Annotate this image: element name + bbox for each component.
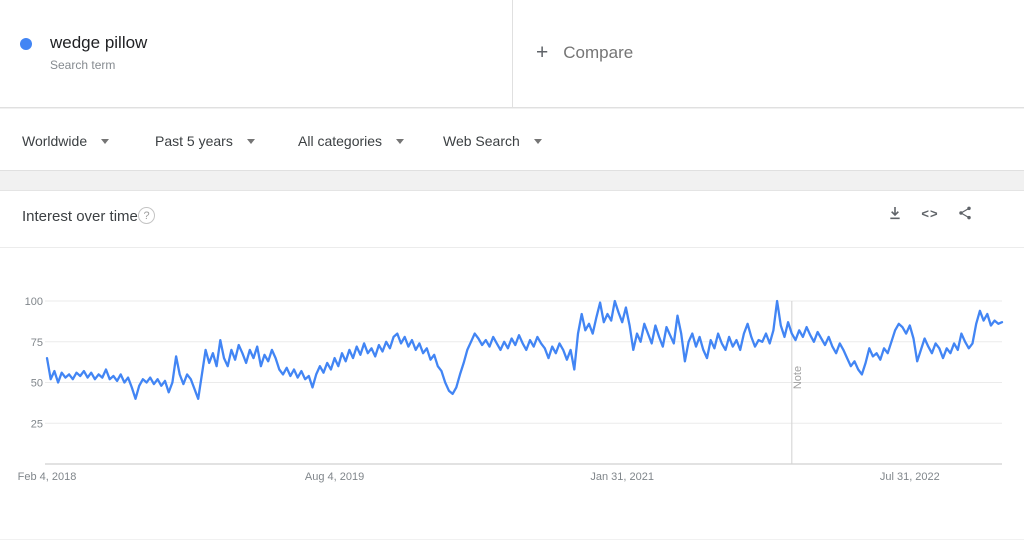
x-axis-tick-label: Jan 31, 2021 [590, 471, 654, 483]
filter-bar: Worldwide Past 5 years All categories We… [0, 109, 1024, 171]
share-icon[interactable] [956, 204, 974, 222]
filter-searchtype-label: Web Search [443, 133, 520, 149]
filter-category-dropdown[interactable]: All categories [298, 133, 405, 149]
filter-searchtype-dropdown[interactable]: Web Search [443, 133, 542, 149]
filter-timerange-label: Past 5 years [155, 133, 233, 149]
y-axis-tick-label: 25 [31, 418, 43, 430]
filter-region-label: Worldwide [22, 133, 88, 149]
help-glyph: ? [143, 209, 150, 222]
search-term-type: Search term [50, 58, 116, 72]
compare-button[interactable]: + Compare [536, 41, 634, 64]
series-color-dot [20, 38, 32, 50]
filter-region-dropdown[interactable]: Worldwide [22, 133, 110, 149]
trend-line-chart[interactable]: 25 50 75 100 Feb 4, 2018 Aug 4, 2019 Jan 31, 2… [0, 249, 1024, 540]
embed-glyph: <> [921, 205, 939, 221]
y-axis-tick-label: 100 [25, 296, 43, 308]
compare-label: Compare [563, 43, 634, 62]
search-term-title[interactable]: wedge pillow [50, 33, 148, 52]
interest-over-time-card: Interest over time ? <> [0, 190, 1024, 539]
help-icon[interactable]: ? [138, 207, 155, 224]
header-vertical-divider [512, 0, 513, 107]
widget-header: Interest over time ? <> [0, 191, 1024, 248]
chevron-down-icon [533, 138, 542, 144]
plus-icon: + [536, 41, 549, 64]
chevron-down-icon [246, 138, 255, 144]
embed-icon[interactable]: <> [921, 204, 939, 222]
x-axis-tick-label: Aug 4, 2019 [305, 471, 364, 483]
chevron-down-icon [396, 138, 405, 144]
trend-line-series [45, 299, 1004, 400]
widget-title: Interest over time [22, 208, 138, 225]
filter-timerange-dropdown[interactable]: Past 5 years [155, 133, 255, 149]
download-icon[interactable] [886, 204, 904, 222]
y-axis-tick-label: 75 [31, 337, 43, 349]
widget-actions: <> [886, 204, 974, 222]
search-term-card: wedge pillow Search term + Compare [0, 0, 1024, 108]
y-axis-tick-label: 50 [31, 378, 43, 390]
note-label: Note [792, 366, 804, 389]
chevron-down-icon [101, 138, 110, 144]
filter-category-label: All categories [298, 133, 383, 149]
x-axis-tick-label: Feb 4, 2018 [18, 471, 77, 483]
x-axis-tick-label: Jul 31, 2022 [880, 471, 940, 483]
